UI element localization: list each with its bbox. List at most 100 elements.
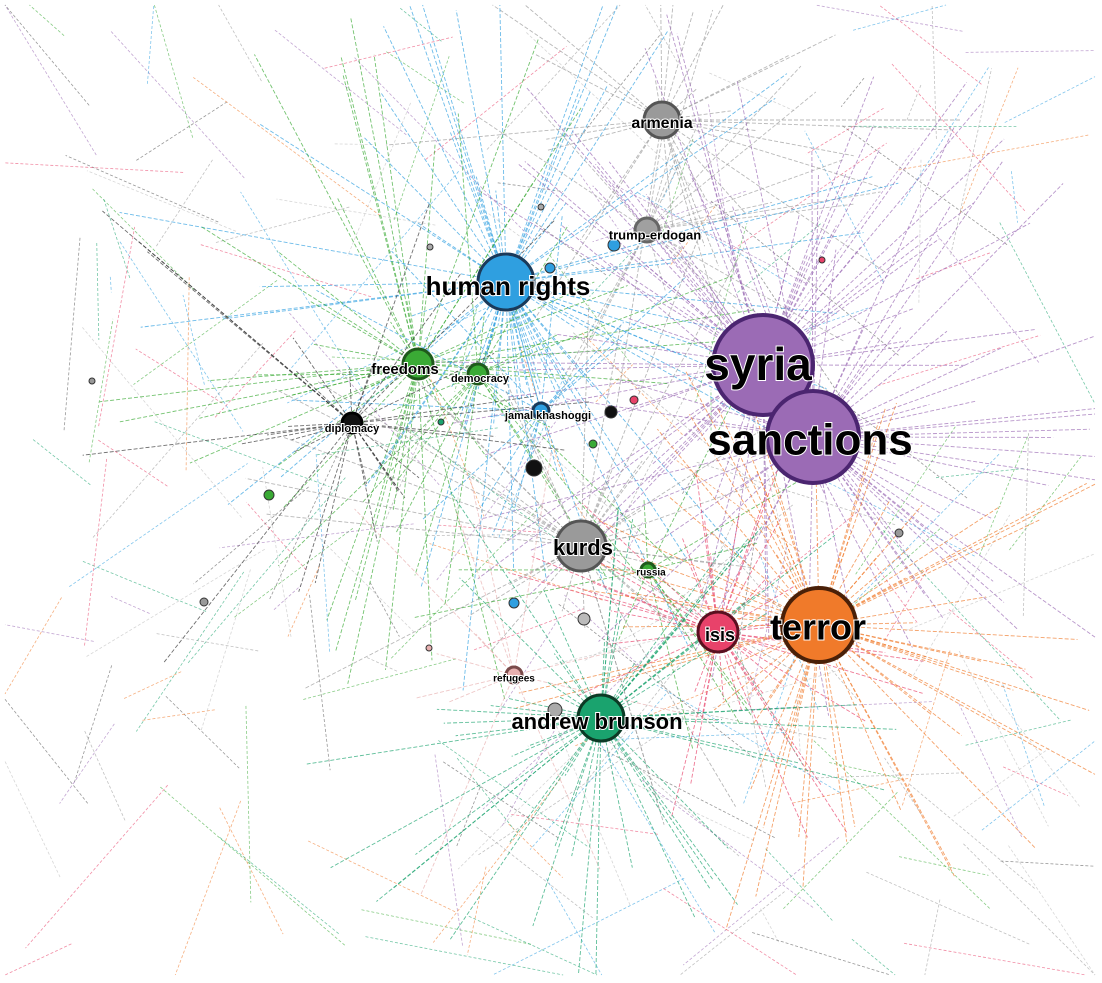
edge bbox=[818, 624, 1078, 640]
edge bbox=[543, 589, 602, 719]
node bbox=[711, 313, 815, 417]
edge bbox=[580, 545, 752, 569]
node bbox=[639, 561, 657, 579]
edge bbox=[965, 719, 1072, 746]
edge bbox=[689, 414, 820, 626]
edge bbox=[600, 616, 688, 719]
edge bbox=[965, 50, 1096, 53]
edge bbox=[924, 899, 941, 976]
edge bbox=[363, 137, 507, 283]
edge bbox=[457, 113, 479, 375]
edge bbox=[599, 520, 820, 626]
minor-node bbox=[818, 256, 826, 264]
edge bbox=[219, 523, 414, 549]
node bbox=[504, 665, 524, 685]
node-label: human rights bbox=[426, 271, 591, 301]
edge bbox=[396, 373, 479, 481]
edge bbox=[918, 159, 922, 303]
edge bbox=[644, 48, 764, 366]
edge bbox=[469, 478, 515, 676]
edge bbox=[417, 363, 488, 458]
edge bbox=[755, 624, 820, 897]
edge bbox=[509, 717, 602, 843]
edge bbox=[110, 31, 246, 180]
edge bbox=[141, 709, 215, 721]
edge bbox=[527, 410, 542, 471]
edge bbox=[561, 545, 582, 612]
edge bbox=[540, 276, 687, 412]
edge bbox=[900, 66, 990, 206]
edge bbox=[745, 386, 793, 574]
edge bbox=[499, 4, 507, 283]
edge bbox=[347, 363, 419, 684]
edge bbox=[657, 428, 820, 626]
edge bbox=[661, 110, 731, 121]
edge bbox=[597, 746, 775, 838]
node-label: russia bbox=[636, 568, 666, 579]
edge bbox=[330, 717, 602, 869]
edge bbox=[717, 631, 724, 700]
edge bbox=[979, 434, 1029, 556]
edge bbox=[535, 54, 663, 121]
edge bbox=[762, 624, 820, 829]
node bbox=[466, 362, 490, 386]
edge bbox=[958, 650, 1049, 827]
edge bbox=[884, 568, 929, 641]
edge bbox=[304, 545, 582, 690]
edge bbox=[1022, 433, 1029, 616]
edge bbox=[852, 4, 947, 31]
edge bbox=[812, 330, 948, 438]
edge bbox=[259, 281, 507, 288]
edge bbox=[762, 364, 770, 642]
edge bbox=[562, 229, 648, 379]
edge bbox=[661, 119, 954, 131]
node bbox=[633, 216, 661, 244]
edges bbox=[4, 4, 1096, 976]
edge bbox=[815, 4, 963, 32]
edge bbox=[289, 171, 459, 371]
edge bbox=[511, 717, 602, 757]
edge bbox=[600, 717, 714, 880]
minor-node bbox=[425, 644, 433, 652]
edge bbox=[391, 250, 542, 412]
edge bbox=[671, 706, 828, 740]
edge bbox=[274, 29, 407, 136]
minor-node bbox=[537, 203, 545, 211]
edge bbox=[88, 318, 114, 463]
edge bbox=[459, 577, 602, 719]
edge bbox=[513, 410, 542, 512]
edge bbox=[580, 304, 590, 547]
edge bbox=[415, 717, 602, 855]
edge bbox=[580, 545, 665, 825]
edge bbox=[840, 77, 865, 108]
edge bbox=[798, 624, 820, 838]
edge bbox=[595, 559, 719, 633]
edge bbox=[477, 373, 645, 584]
edge bbox=[734, 622, 767, 788]
edge bbox=[707, 163, 764, 366]
edge bbox=[812, 327, 902, 438]
edge bbox=[417, 296, 427, 365]
edge bbox=[681, 536, 719, 633]
edge bbox=[783, 791, 899, 910]
edge bbox=[540, 214, 563, 412]
edge bbox=[296, 370, 353, 424]
node-label: refugees bbox=[493, 674, 535, 685]
edge bbox=[690, 631, 719, 786]
edge bbox=[646, 65, 802, 231]
node bbox=[576, 693, 626, 743]
edge bbox=[815, 456, 820, 626]
edge bbox=[187, 477, 346, 664]
edge bbox=[812, 436, 1049, 486]
edge bbox=[580, 545, 792, 671]
edge bbox=[760, 908, 781, 945]
edge bbox=[218, 4, 262, 82]
edge bbox=[476, 826, 593, 919]
edge bbox=[802, 624, 820, 890]
edge bbox=[505, 203, 567, 283]
node bbox=[554, 519, 608, 573]
edge bbox=[505, 281, 515, 572]
edge bbox=[417, 309, 756, 365]
edge bbox=[474, 608, 585, 651]
edge bbox=[580, 174, 619, 230]
